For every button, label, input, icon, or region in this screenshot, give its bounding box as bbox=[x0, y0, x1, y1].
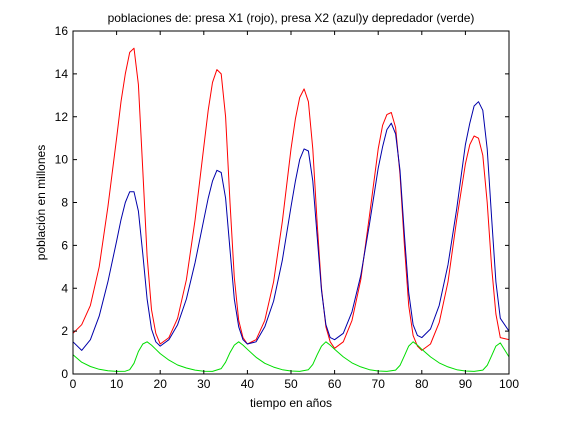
x-tick-label: 90 bbox=[459, 377, 473, 391]
chart-title: poblaciones de: presa X1 (rojo), presa X… bbox=[108, 11, 475, 25]
x-tick-label: 60 bbox=[328, 377, 342, 391]
ticks: 0 10 20 30 40 50 60 70 80 90 100 0 2 4 6 8 10 12 14 16 bbox=[55, 24, 520, 391]
y-tick-label: 0 bbox=[61, 367, 68, 381]
x-tick-label: 50 bbox=[284, 377, 298, 391]
x-axis-label: tiempo en años bbox=[250, 396, 332, 410]
y-tick-label: 2 bbox=[61, 324, 68, 338]
y-axis-label: población en millones bbox=[34, 145, 48, 260]
y-tick-label: 6 bbox=[61, 238, 68, 252]
y-tick-label: 10 bbox=[55, 153, 69, 167]
y-tick-label: 8 bbox=[61, 196, 68, 210]
y-tick-label: 4 bbox=[61, 281, 68, 295]
y-tick-label: 12 bbox=[55, 110, 69, 124]
series-line-1 bbox=[72, 47, 510, 351]
x-tick-label: 20 bbox=[154, 377, 168, 391]
series-line-2 bbox=[72, 101, 510, 351]
x-tick-label: 30 bbox=[197, 377, 211, 391]
x-tick-label: 0 bbox=[70, 377, 77, 391]
x-tick-label: 100 bbox=[499, 377, 519, 391]
x-tick-label: 70 bbox=[372, 377, 386, 391]
y-tick-label: 16 bbox=[55, 24, 69, 38]
plot-lines bbox=[72, 47, 510, 372]
x-tick-label: 80 bbox=[415, 377, 429, 391]
series-line-3 bbox=[72, 341, 510, 372]
x-tick-label: 40 bbox=[241, 377, 255, 391]
y-tick-label: 14 bbox=[55, 67, 69, 81]
x-tick-label: 10 bbox=[110, 377, 124, 391]
